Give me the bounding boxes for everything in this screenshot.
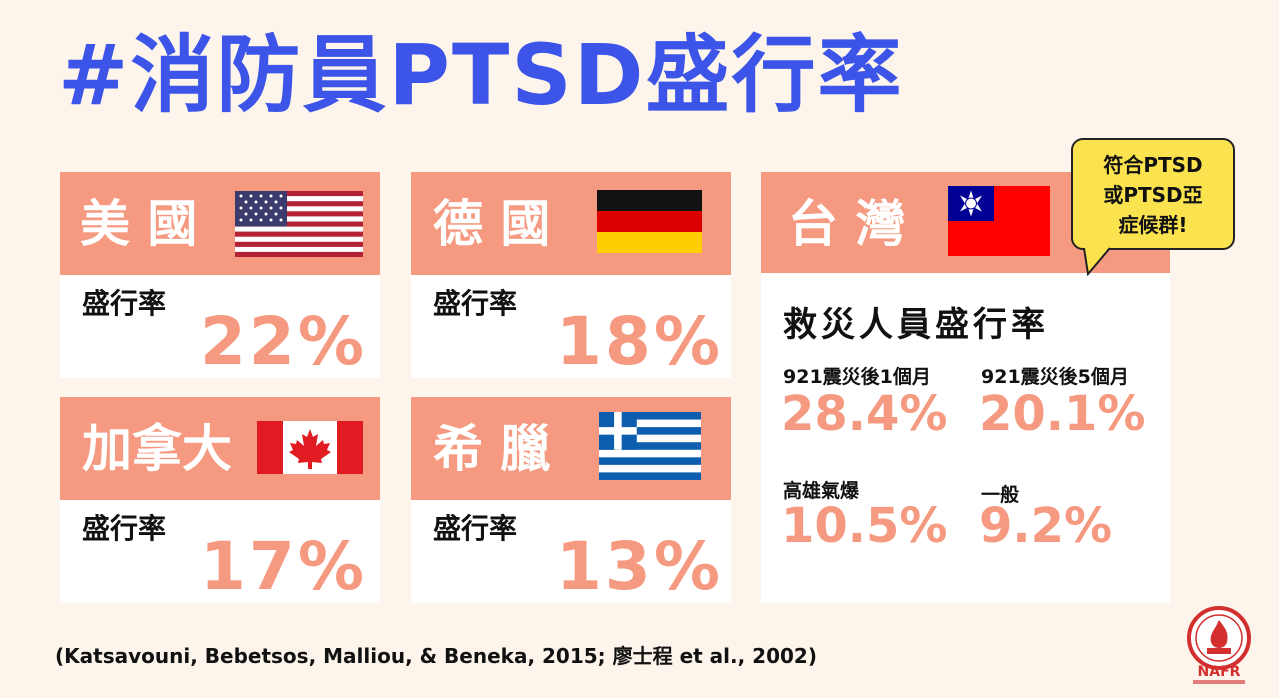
stat-label: 921震災後5個月	[981, 366, 1129, 388]
rate-label: 盛行率	[82, 287, 167, 320]
canada-flag-icon	[257, 421, 363, 474]
country-name: 加拿大	[82, 420, 232, 478]
card-usa: 美 國 盛行率 22%	[60, 172, 380, 378]
country-name: 希 臘	[433, 420, 551, 478]
stat-value: 28.4%	[781, 386, 948, 442]
rate-value: 13%	[556, 528, 723, 605]
card-canada: 加拿大 盛行率 17%	[60, 397, 380, 603]
germany-flag-icon	[597, 190, 702, 253]
rate-value: 18%	[556, 303, 723, 380]
country-name: 台 灣	[788, 195, 906, 253]
card-greece: 希 臘 盛行率 13%	[411, 397, 731, 603]
rate-value: 22%	[200, 303, 367, 380]
rate-value: 17%	[200, 528, 367, 605]
bubble-tail-icon	[1083, 246, 1111, 276]
speech-bubble: 符合PTSD 或PTSD亞 症候群!	[1071, 138, 1235, 250]
stat-label: 921震災後1個月	[783, 366, 931, 388]
bubble-text: 符合PTSD 或PTSD亞 症候群!	[1103, 153, 1203, 237]
rate-label: 盛行率	[433, 512, 518, 545]
stat-value: 20.1%	[979, 386, 1146, 442]
citation: (Katsavouni, Bebetsos, Malliou, & Beneka…	[55, 644, 817, 668]
taiwan-flag-icon	[948, 186, 1050, 256]
page-title: #消防員PTSD盛行率	[58, 26, 904, 124]
greece-flag-icon	[599, 412, 701, 480]
card-taiwan: 台 灣 救災人員盛行率 921震災後1個月 28.4% 921震災後5個月 20…	[761, 172, 1170, 603]
rate-label: 盛行率	[82, 512, 167, 545]
nafr-logo-icon: NAFR	[1187, 606, 1251, 684]
country-name: 美 國	[80, 195, 198, 253]
usa-flag-icon	[235, 191, 363, 257]
stat-value: 10.5%	[781, 498, 948, 554]
rate-label: 盛行率	[433, 287, 518, 320]
stat-label: 高雄氣爆	[783, 480, 860, 502]
taiwan-subtitle: 救災人員盛行率	[783, 305, 1049, 345]
card-germany: 德 國 盛行率 18%	[411, 172, 731, 378]
country-name: 德 國	[433, 195, 551, 253]
stat-value: 9.2%	[979, 498, 1113, 554]
stat-label: 一般	[981, 484, 1020, 506]
logo-text: NAFR	[1198, 664, 1241, 680]
